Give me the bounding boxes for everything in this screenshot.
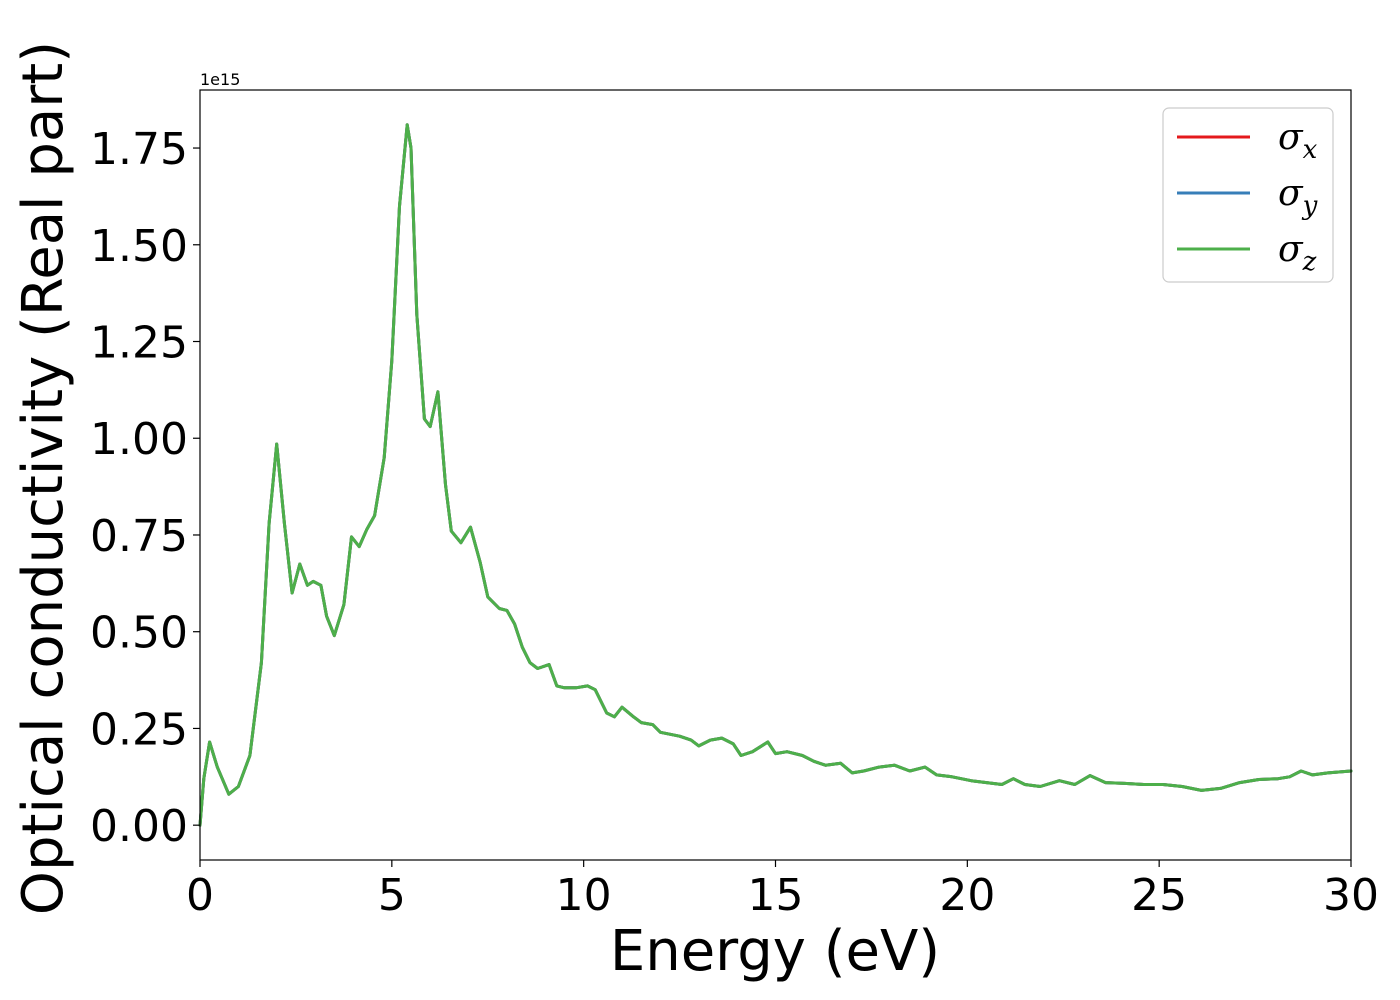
x-axis: 0 5 10 15 20 25 30: [186, 860, 1379, 921]
x-tick-label: 25: [1131, 870, 1187, 921]
y-axis: 0.00 0.25 0.50 0.75 1.00 1.25 1.50 1.75: [90, 124, 200, 852]
y-offset-label: 1e15: [200, 70, 240, 89]
legend-label-sigma-z: σz: [1278, 229, 1317, 277]
legend: σx σy σz: [1162, 107, 1334, 283]
x-axis-label: Energy (eV): [610, 919, 940, 984]
legend-box: [1162, 107, 1334, 283]
y-tick-label: 1.00: [90, 414, 188, 465]
plot-lines: [198, 123, 1353, 827]
series-line-sigma-z: [198, 123, 1353, 827]
legend-label-sigma-y: σy: [1278, 173, 1318, 221]
y-tick-label: 0.00: [90, 801, 188, 852]
y-tick-label: 0.75: [90, 511, 188, 562]
x-tick-label: 30: [1323, 870, 1379, 921]
y-tick-label: 0.50: [90, 608, 188, 659]
x-tick-label: 10: [556, 870, 612, 921]
y-tick-label: 1.75: [90, 124, 188, 175]
y-axis-label: Optical conductivity (Real part): [11, 41, 76, 915]
x-tick-label: 0: [186, 870, 214, 921]
legend-label-sigma-x: σx: [1278, 117, 1318, 165]
x-tick-label: 15: [748, 870, 804, 921]
y-tick-label: 1.25: [90, 318, 188, 369]
y-tick-label: 0.25: [90, 704, 188, 755]
x-tick-label: 20: [939, 870, 995, 921]
y-tick-label: 1.50: [90, 221, 188, 272]
x-tick-label: 5: [378, 870, 406, 921]
